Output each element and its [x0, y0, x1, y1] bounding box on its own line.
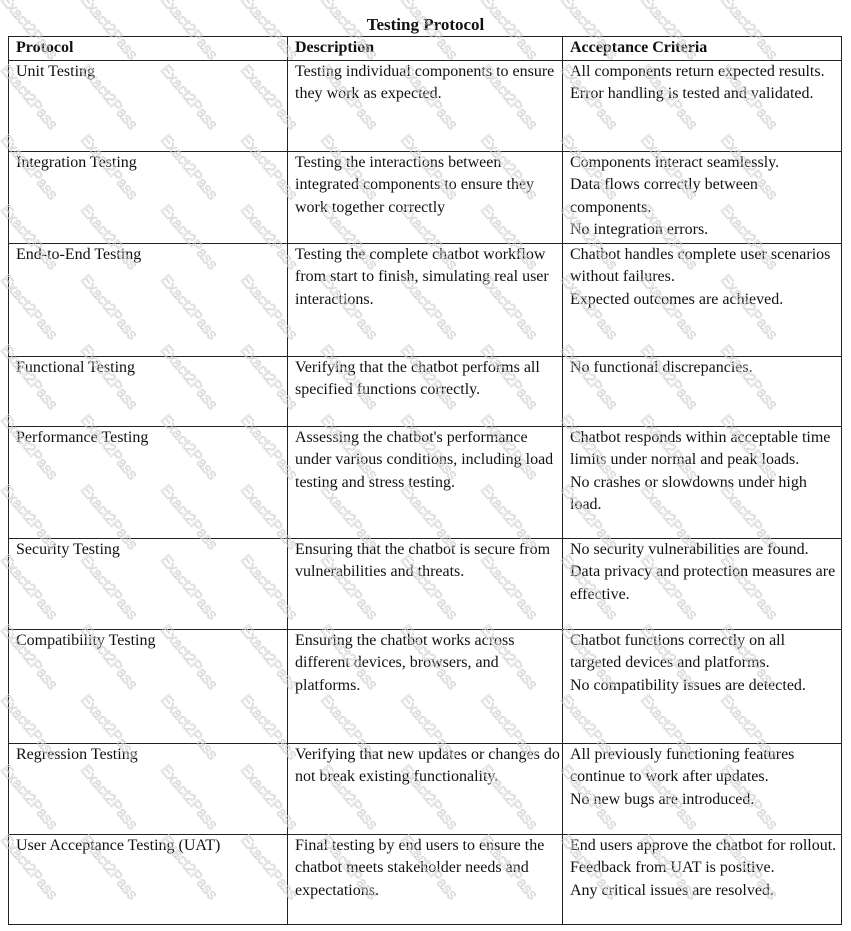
- table-row: Compatibility Testing Ensuring the chatbo…: [8, 628, 842, 744]
- criteria-cell: Chatbot functions correctly on all targe…: [562, 628, 842, 744]
- testing-protocol-table: Protocol Description Acceptance Criteria…: [8, 36, 842, 925]
- table-row: Unit Testing Testing individual component…: [8, 59, 842, 152]
- table-row: Functional Testing Verifying that the cha…: [8, 355, 842, 427]
- header-acceptance-criteria: Acceptance Criteria: [562, 36, 842, 61]
- criterion: Data flows correctly between components.: [570, 176, 758, 216]
- description-cell: Testing the complete chatbot workflow fr…: [287, 242, 563, 357]
- criterion: Chatbot handles complete user scenarios …: [570, 245, 831, 286]
- criterion: Chatbot responds within acceptable time …: [570, 428, 831, 469]
- description-cell: Verifying that new updates or changes do…: [287, 742, 563, 835]
- description-cell: Assessing the chatbot's performance unde…: [287, 425, 563, 539]
- criteria-cell: Chatbot responds within acceptable time …: [562, 425, 842, 539]
- criterion: No compatibility issues are detected.: [570, 676, 806, 694]
- table-row: Integration Testing Testing the interacti…: [8, 150, 842, 244]
- description-cell: Ensuring the chatbot works across differ…: [287, 628, 563, 744]
- protocol-cell: Unit Testing: [8, 59, 288, 152]
- protocol-cell: Integration Testing: [8, 150, 288, 244]
- criterion: Data privacy and protection measures are…: [570, 563, 836, 603]
- table-title: Testing Protocol: [366, 15, 485, 34]
- protocol-cell: User Acceptance Testing (UAT): [8, 833, 288, 925]
- criteria-cell: No functional discrepancies.: [562, 355, 842, 427]
- protocol-cell: Functional Testing: [8, 355, 288, 427]
- protocol-cell: Regression Testing: [8, 742, 288, 835]
- table-row: Performance Testing Assessing the chatbot…: [8, 425, 842, 539]
- protocol-cell: Compatibility Testing: [8, 628, 288, 744]
- description-cell: Testing individual components to ensure …: [287, 59, 563, 152]
- table-row: End-to-End Testing Testing the complete c…: [8, 242, 842, 357]
- criterion: No functional discrepancies.: [570, 358, 753, 376]
- protocol-cell: End-to-End Testing: [8, 242, 288, 357]
- header-description: Description: [287, 36, 563, 61]
- protocol-cell: Security Testing: [8, 537, 288, 630]
- criteria-cell: Chatbot handles complete user scenarios …: [562, 242, 842, 357]
- header-protocol: Protocol: [8, 36, 288, 61]
- criterion: Expected outcomes are achieved.: [570, 290, 784, 308]
- table-row: Regression Testing Verifying that new upd…: [8, 742, 842, 835]
- criteria-cell: No security vulnerabilities are found. Da…: [562, 537, 842, 630]
- criterion: No new bugs are introduced.: [570, 790, 755, 808]
- criteria-cell: End users approve the chatbot for rollou…: [562, 833, 842, 925]
- criterion: No integration errors.: [570, 221, 709, 239]
- table-row: Security Testing Ensuring that the chatbo…: [8, 537, 842, 630]
- criterion: No crashes or slowdowns under high load.: [570, 473, 807, 514]
- criterion: Error handling is tested and validated.: [570, 85, 814, 103]
- description-cell: Final testing by end users to ensure the…: [287, 833, 563, 925]
- protocol-cell: Performance Testing: [8, 425, 288, 539]
- criteria-cell: All components return expected results. E…: [562, 59, 842, 152]
- description-cell: Verifying that the chatbot performs all …: [287, 355, 563, 427]
- criterion: Any critical issues are resolved.: [570, 881, 774, 899]
- header-row: Protocol Description Acceptance Criteria: [8, 36, 842, 61]
- criterion: All previously functioning features cont…: [570, 745, 795, 786]
- criteria-cell: Components interact seamlessly. Data flow…: [562, 150, 842, 244]
- criterion: Chatbot functions correctly on all targe…: [570, 631, 786, 672]
- criterion: Components interact seamlessly.: [570, 153, 780, 171]
- table-row: User Acceptance Testing (UAT) Final testi…: [8, 833, 842, 925]
- description-cell: Ensuring that the chatbot is secure from…: [287, 537, 563, 630]
- criterion: End users approve the chatbot for rollou…: [570, 836, 837, 877]
- criteria-cell: All previously functioning features cont…: [562, 742, 842, 835]
- criterion: No security vulnerabilities are found.: [570, 540, 809, 558]
- criterion: All components return expected results.: [570, 62, 825, 80]
- description-cell: Testing the interactions between integra…: [287, 150, 563, 244]
